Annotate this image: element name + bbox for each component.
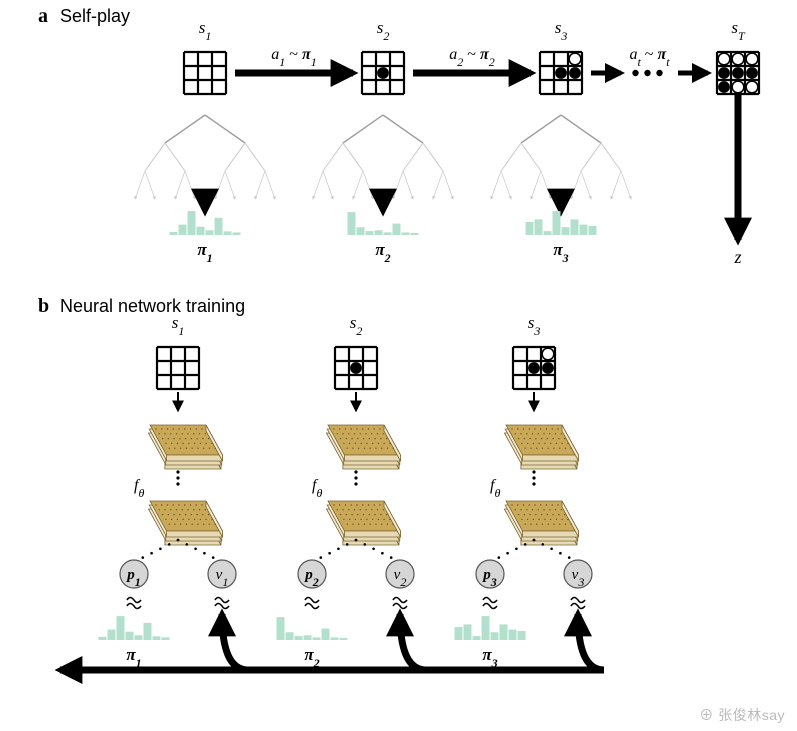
mcts-tree [491,115,631,235]
svg-text:Neural network training: Neural network training [60,296,245,316]
svg-text:a1 ~ π1: a1 ~ π1 [271,46,316,69]
go-board [513,347,555,389]
svg-text:sT: sT [731,18,746,43]
svg-text:b: b [38,295,49,317]
mcts-tree [135,115,275,235]
svg-text:π2: π2 [304,645,319,670]
svg-text:at ~ πt: at ~ πt [629,46,670,69]
watermark: ⊕ 张俊林say [699,705,785,725]
go-board [540,52,582,94]
svg-text:fθ: fθ [134,477,144,500]
svg-text:s1: s1 [199,18,212,43]
mcts-tree [313,115,453,235]
svg-text:π3: π3 [482,645,497,670]
svg-text:fθ: fθ [312,477,322,500]
svg-text:s3: s3 [555,18,568,43]
svg-text:s2: s2 [350,313,363,338]
svg-text:π2: π2 [375,240,390,265]
svg-text:s2: s2 [377,18,390,43]
svg-text:fθ: fθ [490,477,500,500]
svg-text:π3: π3 [553,240,568,265]
go-board [717,52,759,94]
go-board [335,347,377,389]
go-board [157,347,199,389]
diagram-canvas: a Self-play s1 s2 s3 sT a1 ~ π1 a2 ~ π2 at ~ πt π… [0,0,797,731]
svg-text:π1: π1 [126,645,141,670]
svg-text:π1: π1 [197,240,212,265]
go-board [184,52,226,94]
svg-text:s1: s1 [172,313,185,338]
svg-text:Self-play: Self-play [60,6,130,26]
svg-text:s3: s3 [528,313,541,338]
svg-text:a: a [38,5,48,27]
go-board [362,52,404,94]
svg-text:z: z [733,247,741,267]
svg-text:a2 ~ π2: a2 ~ π2 [449,46,494,69]
